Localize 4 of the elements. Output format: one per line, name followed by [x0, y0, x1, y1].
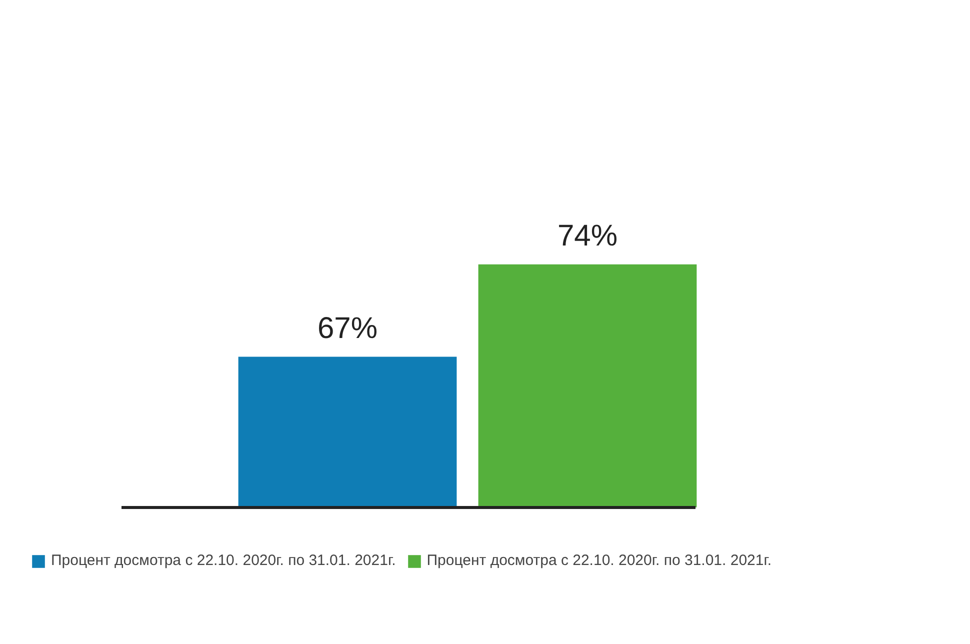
text: 74% — [557, 219, 618, 252]
text: 67% — [317, 312, 378, 345]
legend-label: Процент досмотра с 22.10. 2020г. по 31.01. 2021г. — [51, 552, 396, 569]
legend-label: Процент досмотра с 22.10. 2020г. по 31.01. 2021г. — [426, 552, 772, 569]
